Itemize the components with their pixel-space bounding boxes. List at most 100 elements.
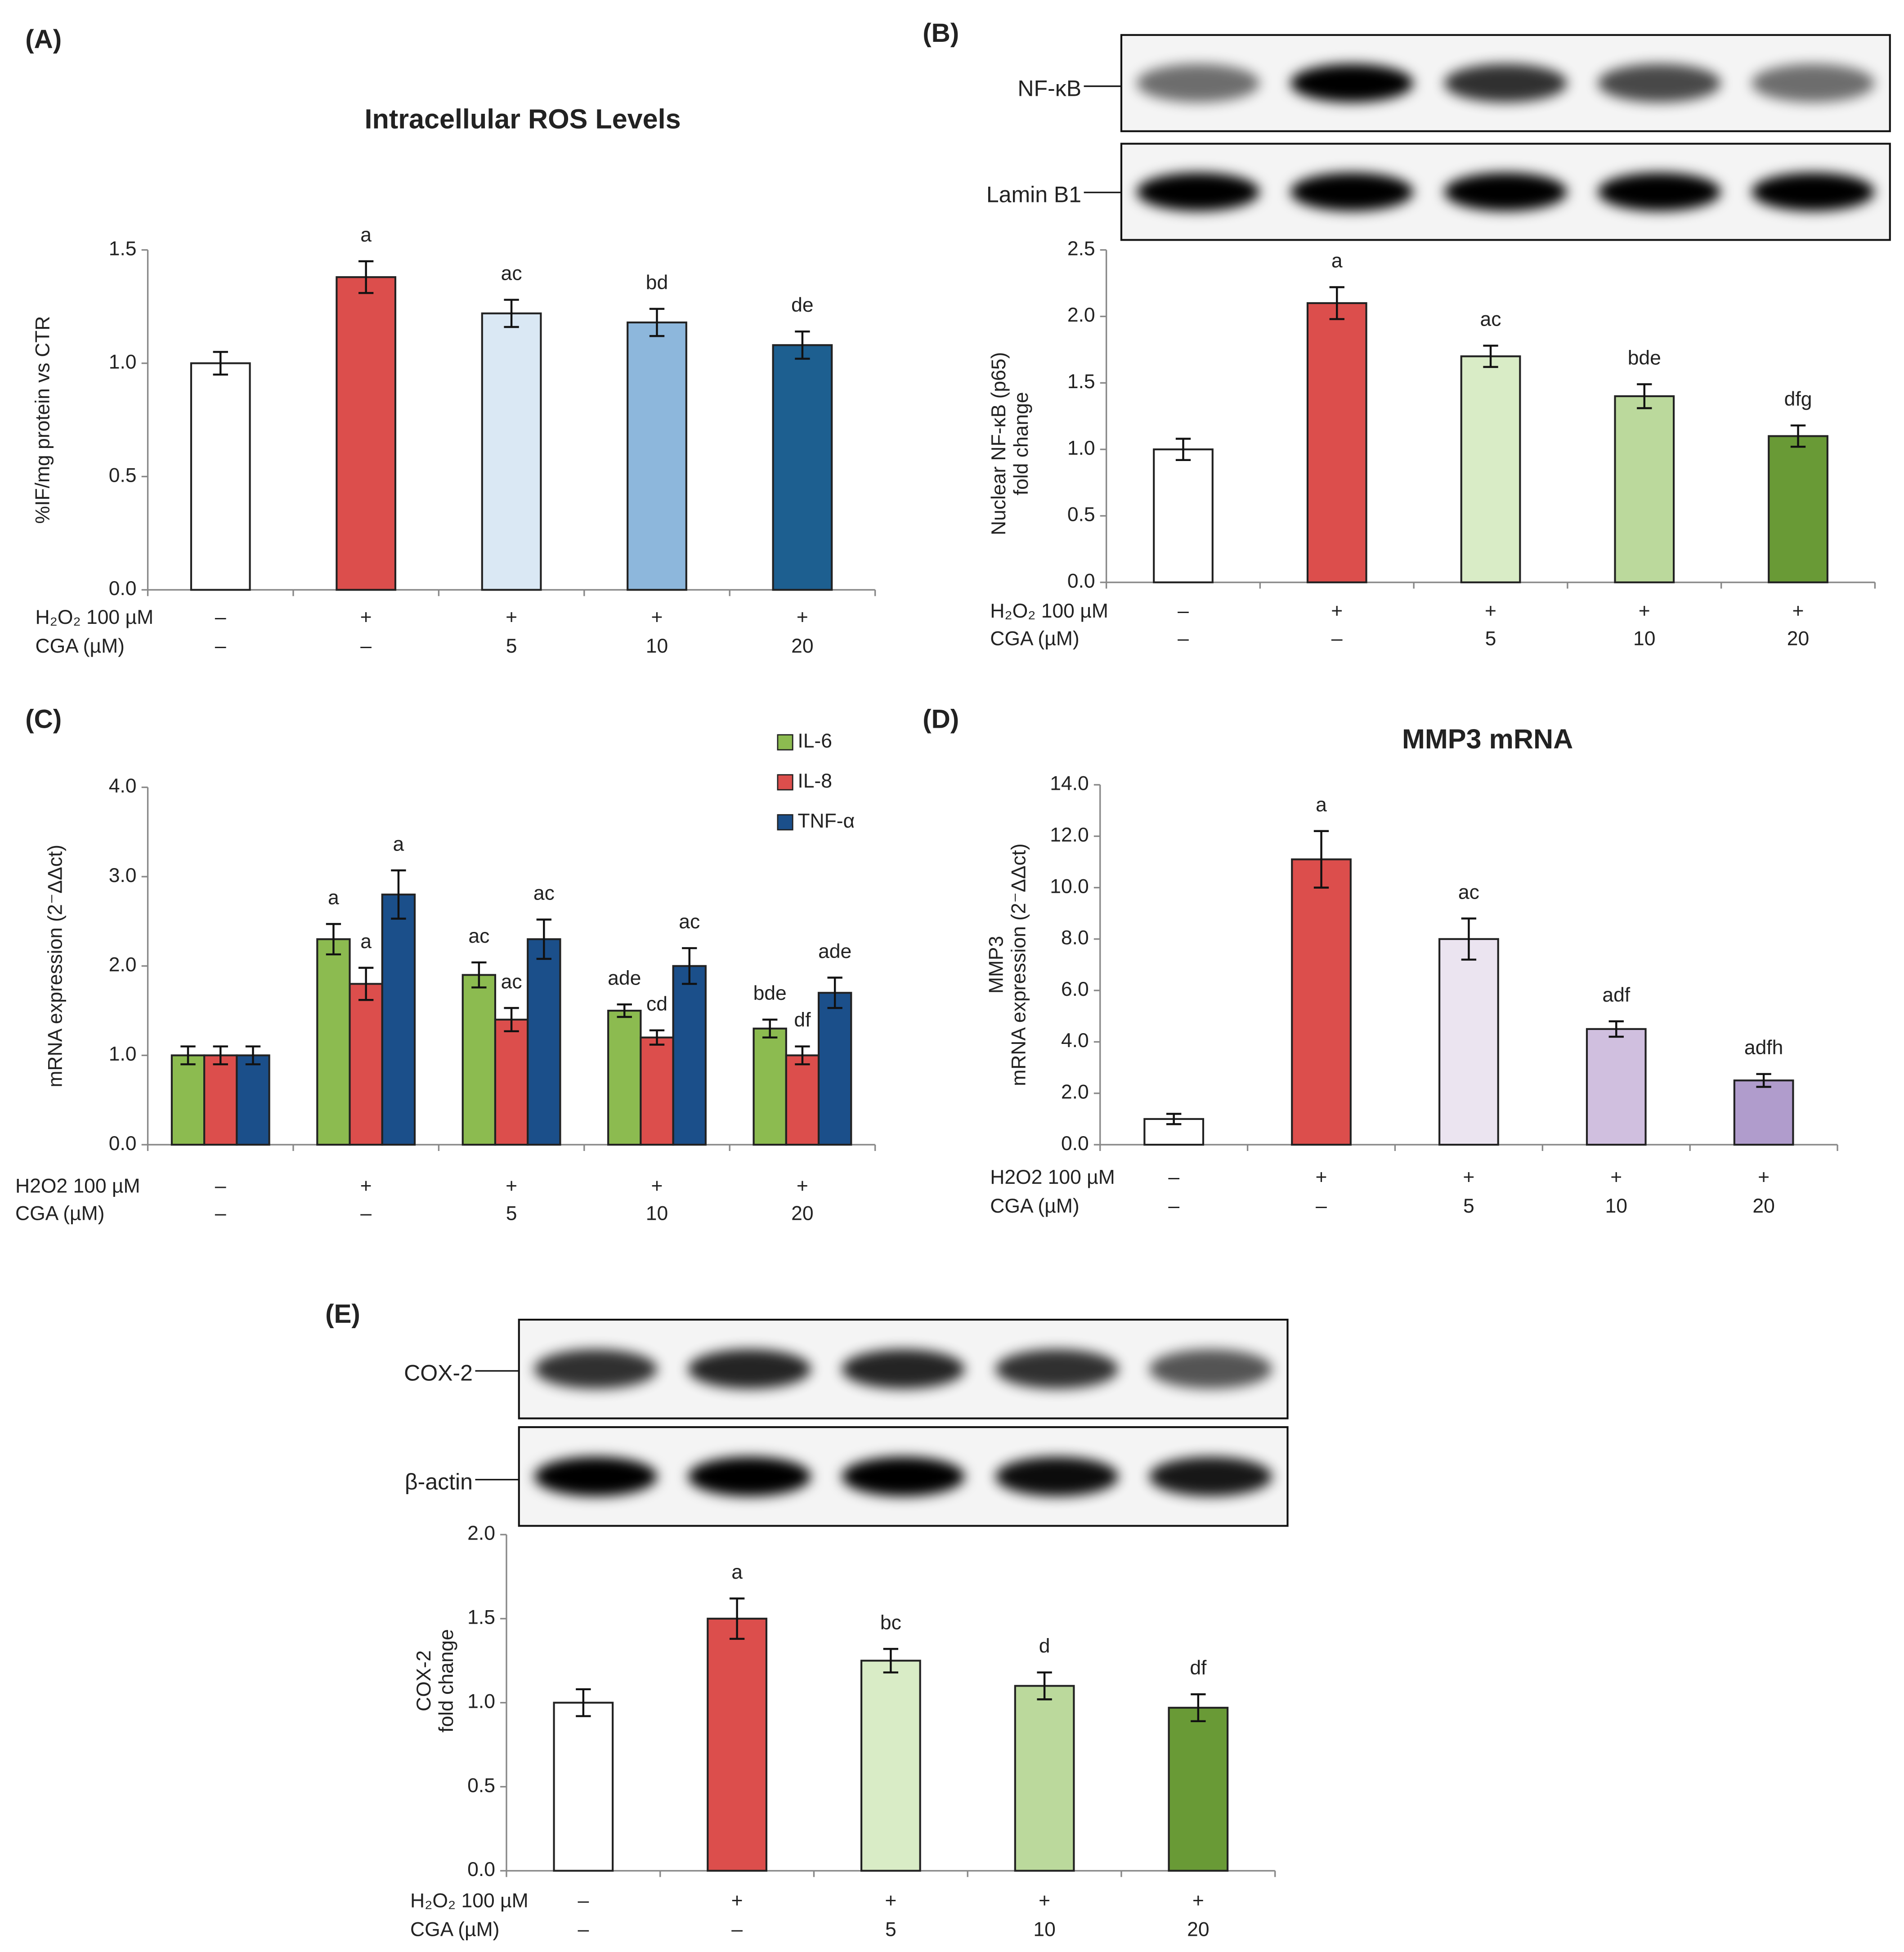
y-tick-label: 1.5 <box>1067 371 1095 393</box>
error-bar <box>391 869 406 920</box>
error-bar <box>1313 830 1329 889</box>
row-value: – <box>360 1202 372 1224</box>
blot-label: β-actin <box>405 1469 473 1494</box>
y-tick-label: 1.0 <box>1067 437 1095 459</box>
panel-label: (A) <box>25 25 62 54</box>
significance-label: df <box>794 1009 811 1031</box>
bar <box>1306 302 1367 583</box>
blot-band <box>1137 63 1260 103</box>
error-bar <box>1166 1113 1182 1125</box>
row-value: + <box>360 606 372 628</box>
row-value: 20 <box>1787 627 1809 649</box>
row-label: CGA (µM) <box>15 1202 104 1224</box>
row-label: CGA (µM) <box>990 1195 1079 1217</box>
row-value: – <box>1178 600 1189 622</box>
bar <box>707 1617 767 1872</box>
bar <box>860 1660 921 1872</box>
y-tick-label: 1.0 <box>109 1043 137 1065</box>
error-bar <box>1608 1020 1624 1038</box>
bar <box>1438 938 1499 1146</box>
bar <box>190 362 251 591</box>
row-label: CGA (µM) <box>410 1919 499 1941</box>
row-value: – <box>1331 627 1343 649</box>
error-bar <box>1461 917 1477 961</box>
error-bar <box>1175 438 1191 461</box>
blot-band <box>1752 172 1875 211</box>
row-label: CGA (µM) <box>990 627 1079 649</box>
y-tick-label: 10.0 <box>1050 875 1089 897</box>
bar <box>236 1054 270 1146</box>
significance-label: ade <box>818 940 851 963</box>
bar <box>753 1027 787 1146</box>
blot-band <box>1598 172 1721 211</box>
significance-label: adfh <box>1744 1037 1783 1059</box>
significance-label: a <box>360 224 372 246</box>
bar <box>336 276 397 591</box>
legend-label: IL-6 <box>797 730 832 752</box>
significance-label: a <box>328 887 339 909</box>
blot-band <box>1444 63 1568 103</box>
significance-label: df <box>1190 1657 1207 1679</box>
blot-band <box>1290 63 1414 103</box>
y-axis-label: COX-2 <box>413 1650 435 1711</box>
y-axis-label: mRNA expression (2⁻ΔΔct) <box>44 845 66 1088</box>
significance-label: ade <box>608 967 641 989</box>
y-tick-label: 2.5 <box>1067 237 1095 260</box>
y-tick-label: 0.5 <box>109 464 137 486</box>
panel-label: (D) <box>923 705 959 734</box>
row-value: 10 <box>1033 1919 1055 1941</box>
y-axis-label: mRNA expression (2⁻ΔΔct) <box>1008 843 1030 1086</box>
row-value: + <box>506 606 517 628</box>
bar <box>1168 1706 1229 1872</box>
row-value: 20 <box>1752 1195 1774 1217</box>
significance-label: d <box>1039 1635 1050 1657</box>
bar <box>316 938 351 1146</box>
error-bar <box>576 1688 591 1717</box>
blot-label: COX-2 <box>404 1361 473 1386</box>
error-bar <box>795 330 810 360</box>
y-tick-label: 1.5 <box>467 1607 495 1629</box>
bar <box>481 312 542 591</box>
error-bar <box>1483 345 1498 368</box>
error-bar <box>180 1045 196 1066</box>
row-value: – <box>215 1175 226 1197</box>
significance-label: a <box>360 931 372 953</box>
row-value: 20 <box>791 635 813 657</box>
bar <box>1014 1685 1075 1872</box>
row-value: 5 <box>885 1919 896 1941</box>
significance-label: dfg <box>1784 388 1812 410</box>
error-bar <box>827 976 842 1009</box>
chart-title: Intracellular ROS Levels <box>365 104 681 134</box>
row-label: H2O2 100 µM <box>15 1175 140 1197</box>
blot-band <box>842 1349 965 1389</box>
error-bar <box>358 260 374 294</box>
row-label: H₂O₂ 100 µM <box>410 1890 529 1912</box>
blot-band <box>688 1456 811 1496</box>
row-value: – <box>215 635 226 657</box>
row-value: 10 <box>646 635 668 657</box>
legend-label: IL-8 <box>797 770 832 792</box>
row-value: + <box>797 606 808 628</box>
row-value: + <box>1758 1166 1770 1188</box>
error-bar <box>504 299 519 328</box>
bar <box>1768 435 1828 583</box>
row-value: – <box>215 606 226 628</box>
error-bar <box>649 1029 665 1046</box>
significance-label: a <box>731 1561 743 1583</box>
bar <box>381 893 416 1146</box>
panel-label: (C) <box>25 705 62 734</box>
row-value: 5 <box>506 635 517 657</box>
blot-band <box>1598 63 1721 103</box>
blot-band <box>995 1349 1119 1389</box>
significance-label: ac <box>501 971 522 993</box>
row-value: + <box>1331 600 1343 622</box>
y-tick-label: 0.5 <box>1067 504 1095 526</box>
error-bar <box>1790 424 1806 448</box>
y-tick-label: 4.0 <box>109 775 137 797</box>
row-label: CGA (µM) <box>35 635 124 657</box>
significance-label: ac <box>679 911 700 933</box>
row-value: + <box>731 1890 743 1912</box>
row-value: 5 <box>1485 627 1496 649</box>
error-bar <box>682 947 697 985</box>
